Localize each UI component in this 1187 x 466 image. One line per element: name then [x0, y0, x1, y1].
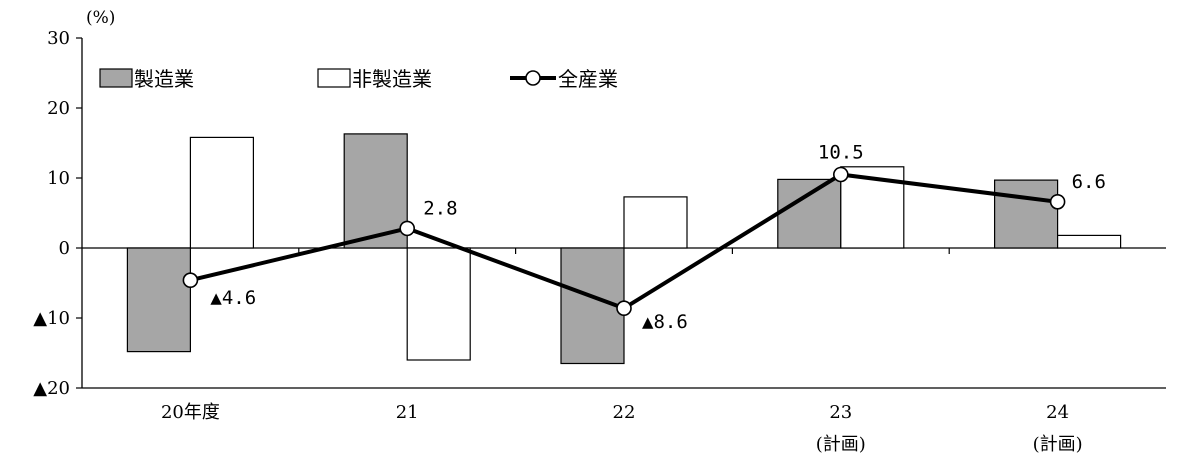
line-point-all-industries	[399, 220, 416, 237]
y-tick-label: 0	[59, 238, 70, 259]
x-tick-label: 23	[829, 402, 852, 423]
chart-bars	[126, 133, 1122, 365]
bar-manufacturing	[777, 178, 842, 249]
line-data-label: 6.6	[1072, 171, 1106, 193]
line-data-label: ▲8.6	[642, 311, 688, 333]
line-data-label: ▲4.6	[210, 287, 256, 309]
y-tick-label: ▲20	[33, 378, 70, 399]
y-unit-label: (%)	[86, 8, 115, 28]
line-point-all-industries	[616, 300, 632, 317]
legend-swatch-non-manufacturing	[317, 68, 351, 88]
line-point-all-industries	[832, 166, 849, 183]
bar-non-manufacturing	[1056, 234, 1122, 249]
line-data-label: 2.8	[423, 197, 457, 219]
y-tick-label: 10	[47, 168, 70, 189]
x-tick-label: 21	[396, 402, 419, 423]
legend-swatch-manufacturing	[99, 68, 133, 88]
bar-non-manufacturing	[189, 136, 254, 249]
legend-label-manufacturing: 製造業	[134, 67, 194, 91]
bar-non-manufacturing	[406, 247, 471, 361]
x-tick-label: 20年度	[161, 402, 220, 423]
bar-manufacturing	[993, 179, 1059, 249]
x-tick-sublabel: (計画)	[816, 434, 866, 455]
x-tick-label: 22	[613, 402, 636, 423]
y-tick-label: ▲10	[33, 308, 70, 329]
chart-legend: 製造業 非製造業 全産業	[99, 67, 618, 91]
line-point-all-industries	[182, 272, 199, 289]
chart-line: ▲4.6 2.8 ▲8.6 10.5 6.6	[182, 142, 1106, 333]
legend-label-all-industries: 全産業	[558, 67, 618, 91]
x-tick-label: 24	[1046, 402, 1069, 423]
chart-axes: 30 20 10 0 ▲10 ▲20 20年度 21 22 23 (計画) 24 (計画)	[33, 28, 1166, 455]
y-tick-label: 30	[47, 28, 70, 49]
bar-manufacturing	[126, 247, 192, 353]
line-data-label: 10.5	[818, 142, 864, 164]
line-point-all-industries	[1049, 194, 1066, 210]
legend-marker-all-industries	[525, 70, 541, 86]
bar-non-manufacturing	[623, 196, 688, 249]
x-tick-sublabel: (計画)	[1033, 434, 1083, 455]
y-tick-label: 20	[47, 98, 70, 119]
legend-label-non-manufacturing: 非製造業	[352, 67, 432, 91]
